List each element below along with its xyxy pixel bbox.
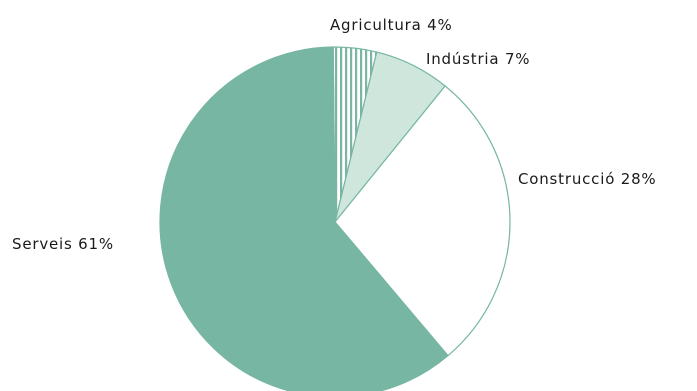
pie-slices <box>159 46 511 391</box>
label-serveis: Serveis 61% <box>12 235 114 253</box>
slice-construccio <box>334 85 511 357</box>
label-industria: Indústria 7% <box>426 50 530 68</box>
label-agricultura: Agricultura 4% <box>330 16 453 34</box>
slice-serveis <box>159 46 449 391</box>
label-construccio: Construcció 28% <box>518 170 656 188</box>
pie-labels: Agricultura 4% Indústria 7% Construcció … <box>12 16 656 253</box>
